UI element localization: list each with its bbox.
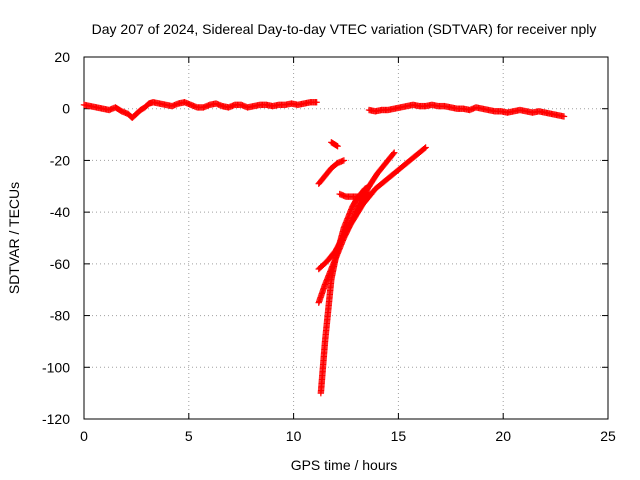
plot-frame <box>83 56 609 420</box>
series-group <box>315 157 348 187</box>
x-tick-label: 15 <box>391 428 407 444</box>
x-tick-label: 20 <box>495 428 511 444</box>
x-tick-label: 25 <box>600 428 616 444</box>
series-group <box>315 149 398 273</box>
y-tick-label: -100 <box>42 359 70 375</box>
y-tick-label: -80 <box>50 308 70 324</box>
series-group <box>80 99 320 121</box>
series-group <box>365 101 568 120</box>
chart-title: Day 207 of 2024, Sidereal Day-to-day VTE… <box>92 21 597 37</box>
tick-layer: 0 5 10 15 20 25 -120 -100 -80 -60 -40 -20 0 20 <box>42 49 616 444</box>
x-tick-label: 10 <box>286 428 302 444</box>
y-tick-label: -40 <box>50 204 70 220</box>
y-tick-label: 20 <box>54 49 70 65</box>
y-tick-label: 0 <box>62 101 70 117</box>
x-tick-label: 5 <box>185 428 193 444</box>
series-group <box>328 139 341 150</box>
x-axis-title: GPS time / hours <box>291 457 398 473</box>
data-points <box>80 99 568 397</box>
x-tick-label: 0 <box>80 428 88 444</box>
y-tick-label: -60 <box>50 256 70 272</box>
series-group <box>336 190 375 200</box>
y-tick-label: -120 <box>42 411 70 427</box>
y-tick-label: -20 <box>50 152 70 168</box>
y-axis-title: SDTVAR / TECUs <box>6 182 22 294</box>
